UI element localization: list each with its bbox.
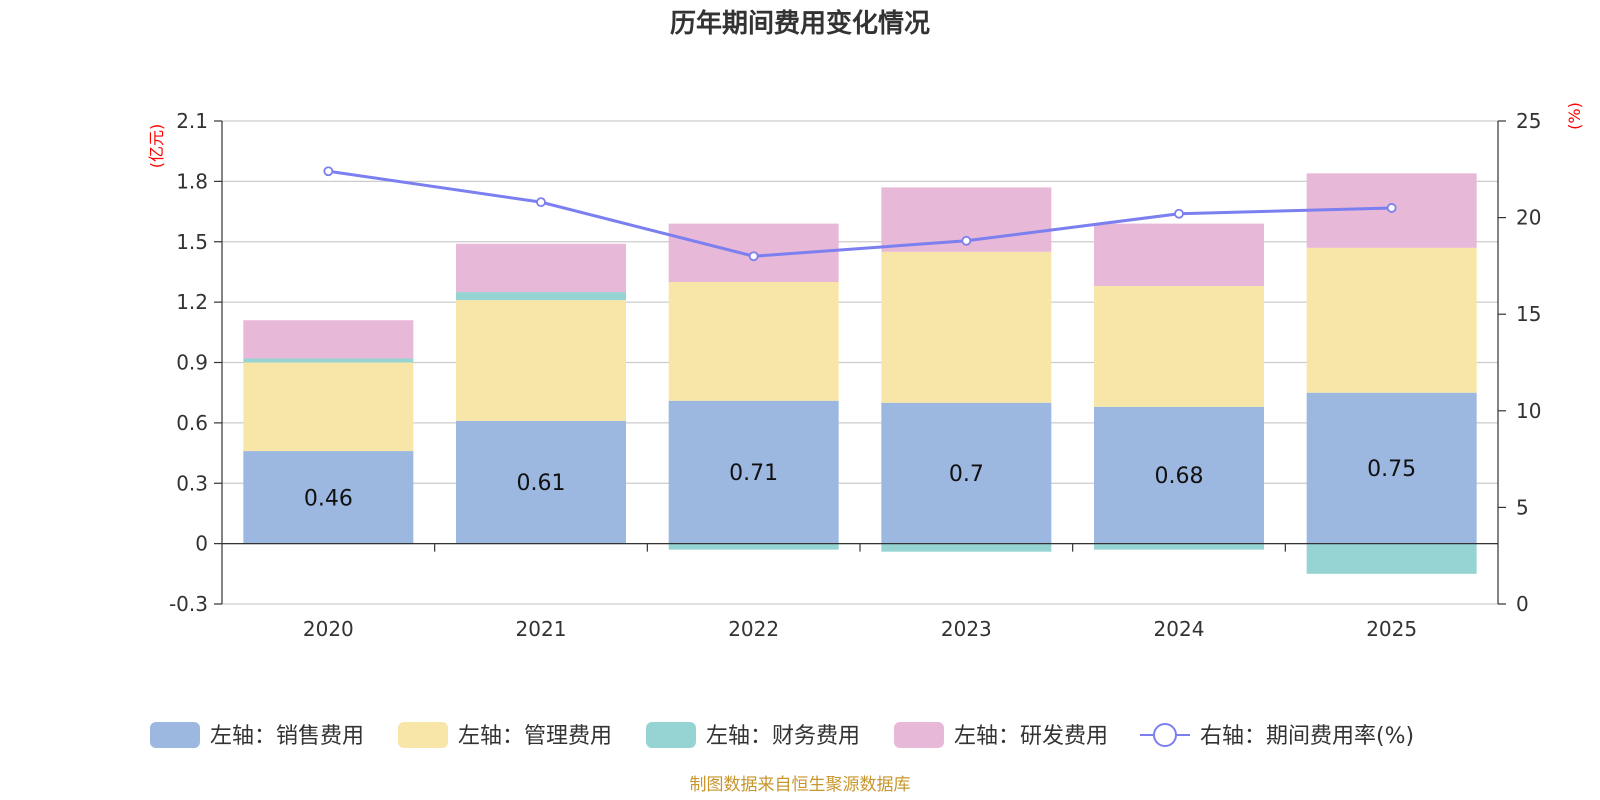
- source-note: 制图数据来自恒生聚源数据库: [690, 775, 911, 795]
- gridlines: [222, 120, 1498, 605]
- x-tick-label: 2020: [303, 617, 354, 641]
- rate-line-point: [323, 166, 334, 177]
- right-axis-unit: (%): [1565, 102, 1584, 130]
- bar-segment: [881, 543, 1052, 552]
- right-tick-label: 25: [1516, 109, 1541, 133]
- rate-line-path: [328, 169, 1392, 258]
- bar-segment: [881, 402, 1052, 544]
- x-tick-label: 2023: [941, 617, 992, 641]
- legend-swatch: [894, 722, 944, 748]
- left-tick-label: -0.3: [169, 592, 208, 616]
- legend-swatch: [646, 722, 696, 748]
- bar-segment: [243, 451, 414, 544]
- rate-line: [323, 166, 1397, 262]
- bar-segment: [668, 282, 839, 401]
- bar-segment: [243, 362, 414, 452]
- bars: [243, 173, 1477, 574]
- axes: -0.300.30.60.91.21.51.82.105101520252020…: [169, 109, 1541, 641]
- rate-line-point: [748, 251, 759, 262]
- bar-value-label: 0.61: [517, 471, 566, 496]
- bar-segment: [243, 358, 414, 363]
- x-tick-label: 2025: [1366, 617, 1417, 641]
- bar-segment: [881, 251, 1052, 403]
- legend-swatch: [398, 722, 448, 748]
- left-tick-label: 0.9: [176, 351, 208, 375]
- legend-label: 左轴：销售费用: [210, 724, 364, 749]
- bar-segment: [1094, 286, 1264, 407]
- bar-segment: [243, 320, 414, 359]
- right-tick-label: 5: [1516, 495, 1529, 519]
- bar-segment: [456, 300, 626, 421]
- bar-segment: [456, 420, 626, 544]
- left-tick-label: 1.5: [176, 230, 208, 254]
- bar-value-label: 0.7: [949, 462, 984, 487]
- bar-segment: [1094, 223, 1264, 287]
- bar-segment: [1306, 392, 1477, 544]
- left-tick-label: 0.3: [176, 471, 208, 495]
- right-tick-label: 0: [1516, 592, 1529, 616]
- chart-title: 历年期间费用变化情况: [670, 8, 930, 39]
- right-tick-label: 10: [1516, 399, 1541, 423]
- bar-value-label: 0.75: [1367, 457, 1416, 482]
- x-tick-label: 2021: [516, 617, 567, 641]
- rate-line-point: [961, 235, 972, 246]
- rate-line-point: [536, 197, 546, 208]
- legend-line-marker: [1153, 723, 1177, 747]
- left-tick-label: 1.8: [176, 169, 208, 193]
- legend-label: 左轴：财务费用: [706, 724, 860, 749]
- left-axis-unit: (亿元): [147, 124, 166, 169]
- right-tick-label: 20: [1516, 206, 1541, 230]
- left-tick-label: 1.2: [176, 290, 208, 314]
- legend-label: 左轴：研发费用: [954, 724, 1108, 749]
- right-tick-label: 15: [1516, 302, 1541, 326]
- bar-value-label: 0.46: [304, 486, 353, 511]
- left-tick-label: 2.1: [176, 109, 208, 133]
- left-tick-label: 0.6: [176, 411, 208, 435]
- rate-line-point: [1174, 208, 1184, 219]
- legend-label: 左轴：管理费用: [458, 724, 612, 749]
- legend: 左轴：销售费用 左轴：管理费用 左轴：财务费用 左轴：研发费用 右轴：期间费用率(%): [150, 722, 1414, 749]
- legend-swatch: [150, 722, 200, 748]
- bar-segment: [456, 243, 626, 293]
- bar-segment: [1306, 247, 1477, 393]
- legend-label: 右轴：期间费用率(%): [1200, 724, 1414, 749]
- bar-segment: [456, 292, 626, 301]
- bar-segment: [1094, 543, 1264, 550]
- data-labels: 0.46 0.61 0.71 0.7 0.68 0.75: [304, 457, 1416, 511]
- bar-value-label: 0.68: [1155, 464, 1204, 489]
- rate-line-point: [1386, 203, 1397, 213]
- bar-segment: [668, 400, 839, 544]
- left-tick-label: 0: [195, 532, 208, 556]
- x-tick-label: 2024: [1154, 617, 1205, 641]
- bar-value-label: 0.71: [729, 461, 778, 486]
- x-tick-label: 2022: [728, 617, 779, 641]
- bar-segment: [668, 543, 839, 550]
- bar-segment: [1306, 543, 1477, 574]
- bar-segment: [1094, 406, 1264, 544]
